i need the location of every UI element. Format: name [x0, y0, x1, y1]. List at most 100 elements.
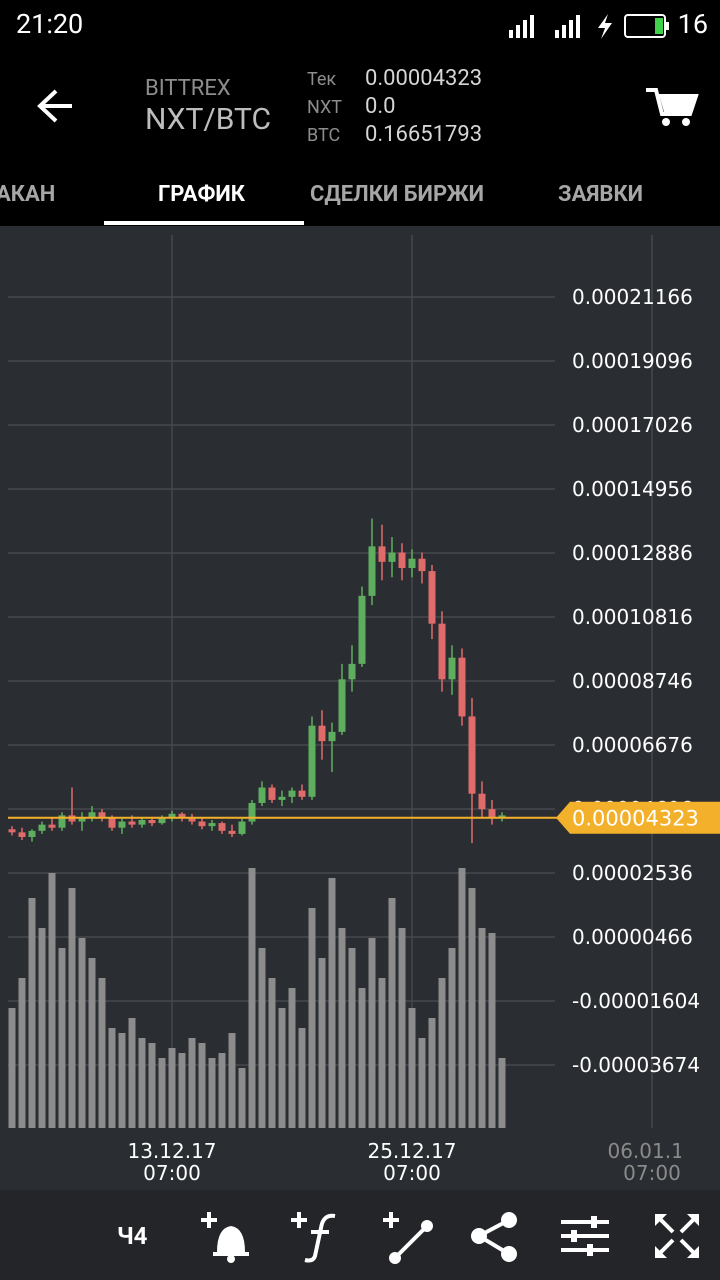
volume-bar: [268, 978, 276, 1128]
volume-bar: [138, 1038, 146, 1128]
tab[interactable]: ГРАФИК: [158, 182, 246, 207]
volume-bar: [238, 1068, 246, 1128]
info-value: 0.0: [365, 94, 396, 119]
toolbar: Ч4: [0, 1190, 720, 1280]
candle-body: [318, 725, 326, 742]
volume-bar: [18, 978, 26, 1128]
volume-bar: [38, 928, 46, 1128]
candle-body: [198, 821, 206, 827]
interval-button[interactable]: Ч4: [117, 1222, 148, 1250]
candle-body: [48, 824, 56, 828]
info-value: 0.16651793: [365, 122, 483, 147]
volume-bar: [28, 898, 36, 1128]
volume-bar: [408, 1008, 416, 1128]
candle-body: [28, 830, 36, 838]
y-tick-label: 0.00006676: [572, 733, 693, 757]
candle-body: [488, 809, 496, 819]
y-tick-label: 0.00000466: [572, 925, 693, 949]
info-label: Тек: [307, 69, 337, 90]
volume-bar: [428, 1018, 436, 1128]
volume-bar: [388, 898, 396, 1128]
candle-body: [268, 787, 276, 800]
candle-body: [38, 824, 46, 831]
candle-body: [448, 657, 456, 680]
candle-body: [138, 819, 146, 825]
x-tick-time: 07:00: [383, 1161, 441, 1185]
candle-body: [8, 829, 16, 833]
candle-body: [238, 821, 246, 834]
info-row: Тек 0.00004323: [307, 66, 482, 91]
x-tick-date: 25.12.17: [367, 1139, 456, 1163]
toolbar-icons: [201, 1212, 699, 1264]
info-label: NXT: [307, 97, 343, 118]
volume-bar: [298, 1028, 306, 1128]
candle-body: [458, 657, 466, 717]
info-row: NXT 0.0: [307, 94, 396, 119]
candle-body: [118, 821, 126, 828]
candle-body: [128, 821, 136, 825]
volume-bar: [218, 1053, 226, 1128]
candle-body: [368, 546, 376, 596]
y-tick-label: 0.00008746: [572, 669, 693, 693]
tab[interactable]: СДЕЛКИ БИРЖИ: [310, 182, 485, 207]
candle-body: [188, 818, 196, 822]
volume-bar: [198, 1043, 206, 1128]
tab[interactable]: ЗАЯВКИ: [558, 182, 644, 207]
info-label: BTC: [307, 125, 341, 146]
candle-body: [418, 558, 426, 572]
candle-body: [58, 815, 66, 828]
volume-bar: [478, 928, 486, 1128]
candle-body: [438, 623, 446, 680]
volume-bar: [318, 958, 326, 1128]
volume-bar: [418, 1038, 426, 1128]
tab-bar: АКАН ГРАФИК СДЕЛКИ БИРЖИ ЗАЯВКИ: [0, 165, 720, 226]
volume-bar: [488, 933, 496, 1128]
volume-bar: [358, 988, 366, 1128]
candle-body: [148, 819, 156, 824]
volume-bar: [338, 928, 346, 1128]
exchange-name: BITTREX: [145, 76, 231, 101]
y-tick-label: 0.00021166: [572, 285, 693, 309]
volume-bar: [48, 873, 56, 1128]
candle-body: [408, 558, 416, 569]
volume-bar: [98, 978, 106, 1128]
volume-bar: [348, 948, 356, 1128]
candle-body: [258, 787, 266, 803]
info-row: BTC 0.16651793: [307, 122, 482, 147]
candle-body: [308, 725, 316, 797]
y-tick-label: 0.00002536: [572, 861, 693, 885]
candle-body: [428, 571, 436, 624]
back-button[interactable]: [36, 88, 76, 124]
battery-level: 16: [677, 8, 708, 40]
status-icons: [509, 14, 669, 39]
volume-bar: [398, 928, 406, 1128]
candle-body: [378, 546, 386, 562]
volume-bar: [208, 1058, 216, 1128]
y-tick-label: 0.00017026: [572, 413, 693, 437]
x-tick-time: 07:00: [143, 1161, 201, 1185]
volume-bar: [228, 1033, 236, 1128]
candle-body: [98, 812, 106, 819]
volume-bar: [88, 958, 96, 1128]
current-price-label: 0.00004323: [572, 807, 699, 831]
tab-indicator: [104, 221, 304, 225]
candle-body: [398, 552, 406, 569]
volume-bar: [108, 1028, 116, 1128]
candle-body: [358, 595, 366, 664]
candle-body: [338, 679, 346, 732]
candle-body: [478, 793, 486, 810]
candle-body: [78, 818, 86, 822]
volume-bar: [368, 938, 376, 1128]
y-tick-label: -0.00001604: [572, 989, 700, 1013]
volume-bar: [78, 938, 86, 1128]
volume-bar: [458, 868, 466, 1128]
cart-button[interactable]: [644, 86, 700, 128]
candle-body: [248, 802, 256, 822]
candle-body: [298, 790, 306, 797]
volume-bar: [468, 888, 476, 1128]
tab[interactable]: АКАН: [0, 182, 56, 207]
